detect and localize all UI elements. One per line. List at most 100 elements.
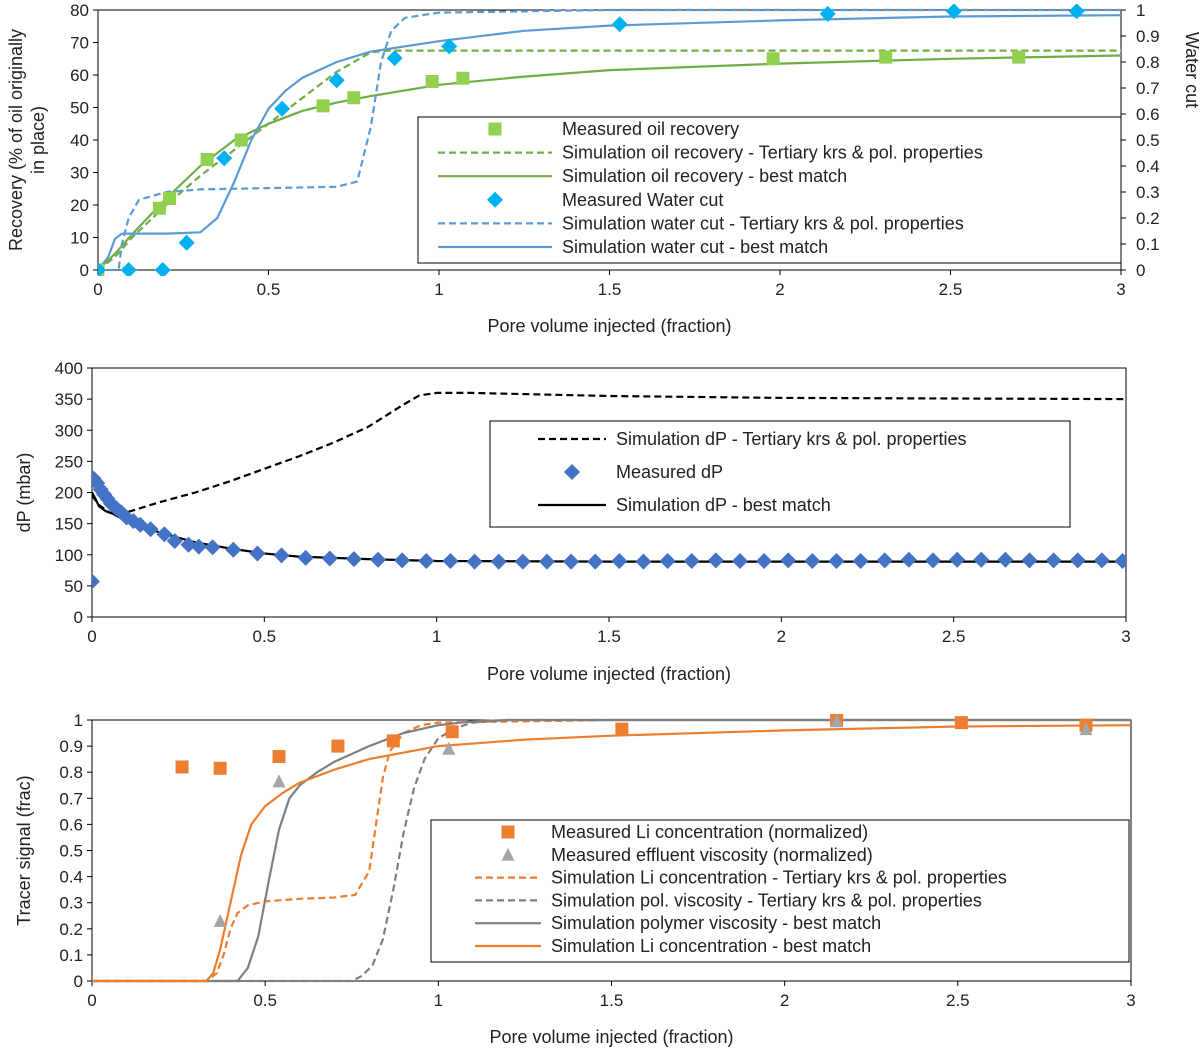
legend-label: Measured Li concentration (normalized)	[551, 822, 868, 842]
data-point-diamond	[514, 553, 531, 570]
data-point-square	[766, 52, 780, 66]
x-tick-label: 1	[434, 280, 443, 299]
x-tick-label: 0	[87, 991, 96, 1010]
y-tick-label: 0.3	[59, 894, 83, 913]
legend-label: Simulation polymer viscosity - best matc…	[551, 913, 881, 933]
data-point-diamond	[156, 526, 173, 543]
data-point-diamond	[190, 538, 207, 555]
data-point-diamond	[852, 552, 869, 569]
series-simulation-water-cut-best-match	[98, 14, 1121, 271]
legend-entry: Simulation Li concentration - Tertiary k…	[475, 868, 1007, 888]
data-point-diamond	[370, 551, 387, 568]
data-point-diamond	[216, 150, 233, 167]
y2-tick-label: 0.2	[1136, 209, 1160, 228]
data-point-diamond	[142, 521, 159, 538]
x-tick-label: 0	[93, 280, 102, 299]
y-tick-label: 0.7	[59, 789, 83, 808]
x-tick-label: 3	[1121, 627, 1130, 646]
data-point-diamond	[180, 536, 197, 553]
data-point-diamond	[386, 50, 403, 67]
legend-entry: Simulation dP - Tertiary krs & pol. prop…	[538, 429, 966, 449]
data-point-diamond	[804, 552, 821, 569]
x-tick-label: 0.5	[253, 991, 277, 1010]
y2-tick-label: 0.7	[1136, 79, 1160, 98]
series-line-simulation-polymer-viscosity-best-match	[92, 718, 1131, 983]
data-point-diamond	[273, 547, 290, 564]
x-tick-label: 1.5	[600, 991, 624, 1010]
series-line-simulation-oil-recovery-tertiary-krs-pol-properties	[98, 49, 1121, 271]
data-point-square	[425, 75, 439, 88]
y-tick-label: 200	[55, 484, 83, 503]
y-tick-label: 150	[55, 515, 83, 534]
data-point-square	[234, 133, 248, 147]
y-tick-label: 50	[64, 577, 83, 596]
y2-tick-label: 0.1	[1136, 235, 1160, 254]
data-point-diamond	[441, 38, 458, 55]
y-axis-title-line: Recovery (% of oil originally	[6, 29, 26, 251]
legend: Measured oil recovery Simulation oil reco…	[417, 116, 1122, 264]
legend-label: Simulation Li concentration - Tertiary k…	[551, 868, 1007, 888]
y-tick-label: 0.6	[59, 815, 83, 834]
series-line-simulation-li-concentration-tertiary-krs-pol-properties	[92, 718, 1131, 983]
data-point-diamond	[204, 539, 221, 556]
data-point-diamond	[225, 541, 242, 558]
series-measured-oil-recovery	[98, 50, 1026, 276]
y2-tick-label: 0.4	[1136, 157, 1160, 176]
chart-panel-pressure-drop: 0 0.5 1 1.5 2 2.5 3 0 50 100 150 200 250 300 350 400 Por…	[14, 359, 1131, 684]
data-point-diamond	[1093, 552, 1110, 569]
y2-tick-label: 0.8	[1136, 53, 1160, 72]
y2-tick-label: 0	[1136, 261, 1145, 280]
data-point-diamond	[1114, 552, 1126, 569]
x-axis-title: Pore volume injected (fraction)	[489, 1027, 733, 1047]
data-point-diamond	[997, 551, 1014, 568]
y-axis-title: dP (mbar)	[14, 453, 34, 533]
y-tick-label: 0.5	[59, 842, 83, 861]
series-line-simulation-water-cut-tertiary-krs-pol-properties	[98, 8, 1121, 272]
data-point-diamond	[563, 553, 580, 570]
legend-entry: Simulation oil recovery - best match	[438, 166, 847, 186]
data-point-diamond	[328, 72, 345, 89]
legend-label: Simulation water cut - best match	[562, 237, 828, 257]
series-measured-dp	[92, 470, 1126, 590]
data-point-diamond	[538, 553, 555, 570]
legend-entry: Simulation water cut - Tertiary krs & po…	[438, 213, 964, 233]
data-point-diamond	[756, 552, 773, 569]
series-simulation-li-concentration-best-match	[92, 724, 1131, 983]
data-point-diamond	[924, 552, 941, 569]
data-point-square	[879, 50, 893, 64]
data-point-diamond	[442, 552, 459, 569]
legend-label: Simulation oil recovery - best match	[562, 166, 847, 186]
data-point-square	[1012, 50, 1026, 64]
legend-label: Simulation oil recovery - Tertiary krs &…	[562, 143, 983, 163]
legend-entry: Simulation oil recovery - Tertiary krs &…	[438, 143, 983, 163]
data-point-square	[163, 192, 177, 205]
data-point-diamond	[611, 552, 628, 569]
data-point-square	[200, 153, 214, 166]
y2-tick-label: 0.6	[1136, 105, 1160, 124]
series-line-simulation-li-concentration-best-match	[92, 724, 1131, 983]
legend-label: Simulation water cut - Tertiary krs & po…	[562, 213, 964, 233]
x-tick-label: 3	[1126, 991, 1135, 1010]
y2-tick-label: 0.9	[1136, 27, 1160, 46]
data-point-square	[331, 739, 345, 753]
data-point-diamond	[154, 262, 171, 276]
y-tick-label: 60	[70, 66, 89, 85]
data-point-square	[272, 750, 286, 764]
x-axis-title: Pore volume injected (fraction)	[487, 316, 731, 336]
data-point-diamond	[418, 552, 435, 569]
y-tick-label: 0	[74, 972, 83, 991]
series-simulation-water-cut-tertiary-krs-pol-properties	[98, 8, 1121, 272]
data-point-diamond	[876, 552, 893, 569]
x-tick-label: 3	[1116, 280, 1125, 299]
data-point-diamond	[945, 4, 962, 20]
series-measured-li-concentration-normalized	[175, 714, 1093, 775]
legend-entry: Simulation water cut - best match	[438, 237, 828, 257]
data-point-diamond	[92, 573, 100, 590]
legend-entry: Simulation pol. viscosity - Tertiary krs…	[475, 890, 982, 910]
data-point-triangle	[442, 741, 456, 755]
chart-panel-recovery-water-cut: 0 0.5 1 1.5 2 2.5 30102030405060708000.10.20.3…	[6, 1, 1200, 336]
data-point-triangle	[830, 714, 844, 728]
x-tick-label: 2	[777, 627, 786, 646]
data-point-square	[347, 91, 361, 105]
